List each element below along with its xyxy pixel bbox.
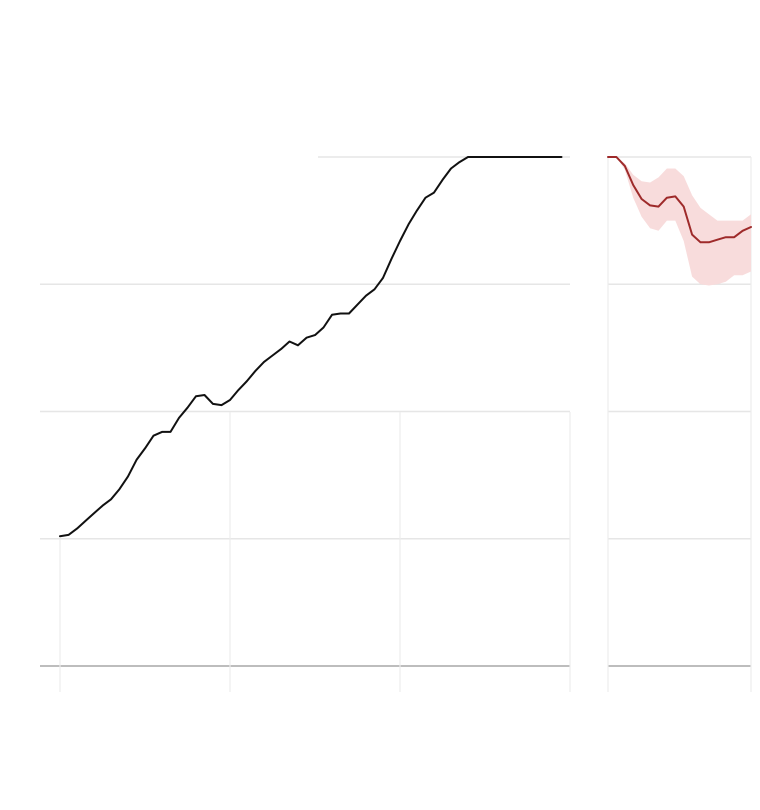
projection-grid	[607, 156, 752, 692]
historical-grid	[40, 156, 571, 692]
projection-uncertainty-band	[608, 157, 751, 286]
historical-series-line	[59, 156, 563, 538]
projection-series-line	[607, 156, 752, 244]
historical-series	[59, 156, 563, 538]
historical-panel	[40, 156, 571, 692]
projection-series	[607, 156, 752, 286]
projection-panel	[607, 156, 752, 692]
